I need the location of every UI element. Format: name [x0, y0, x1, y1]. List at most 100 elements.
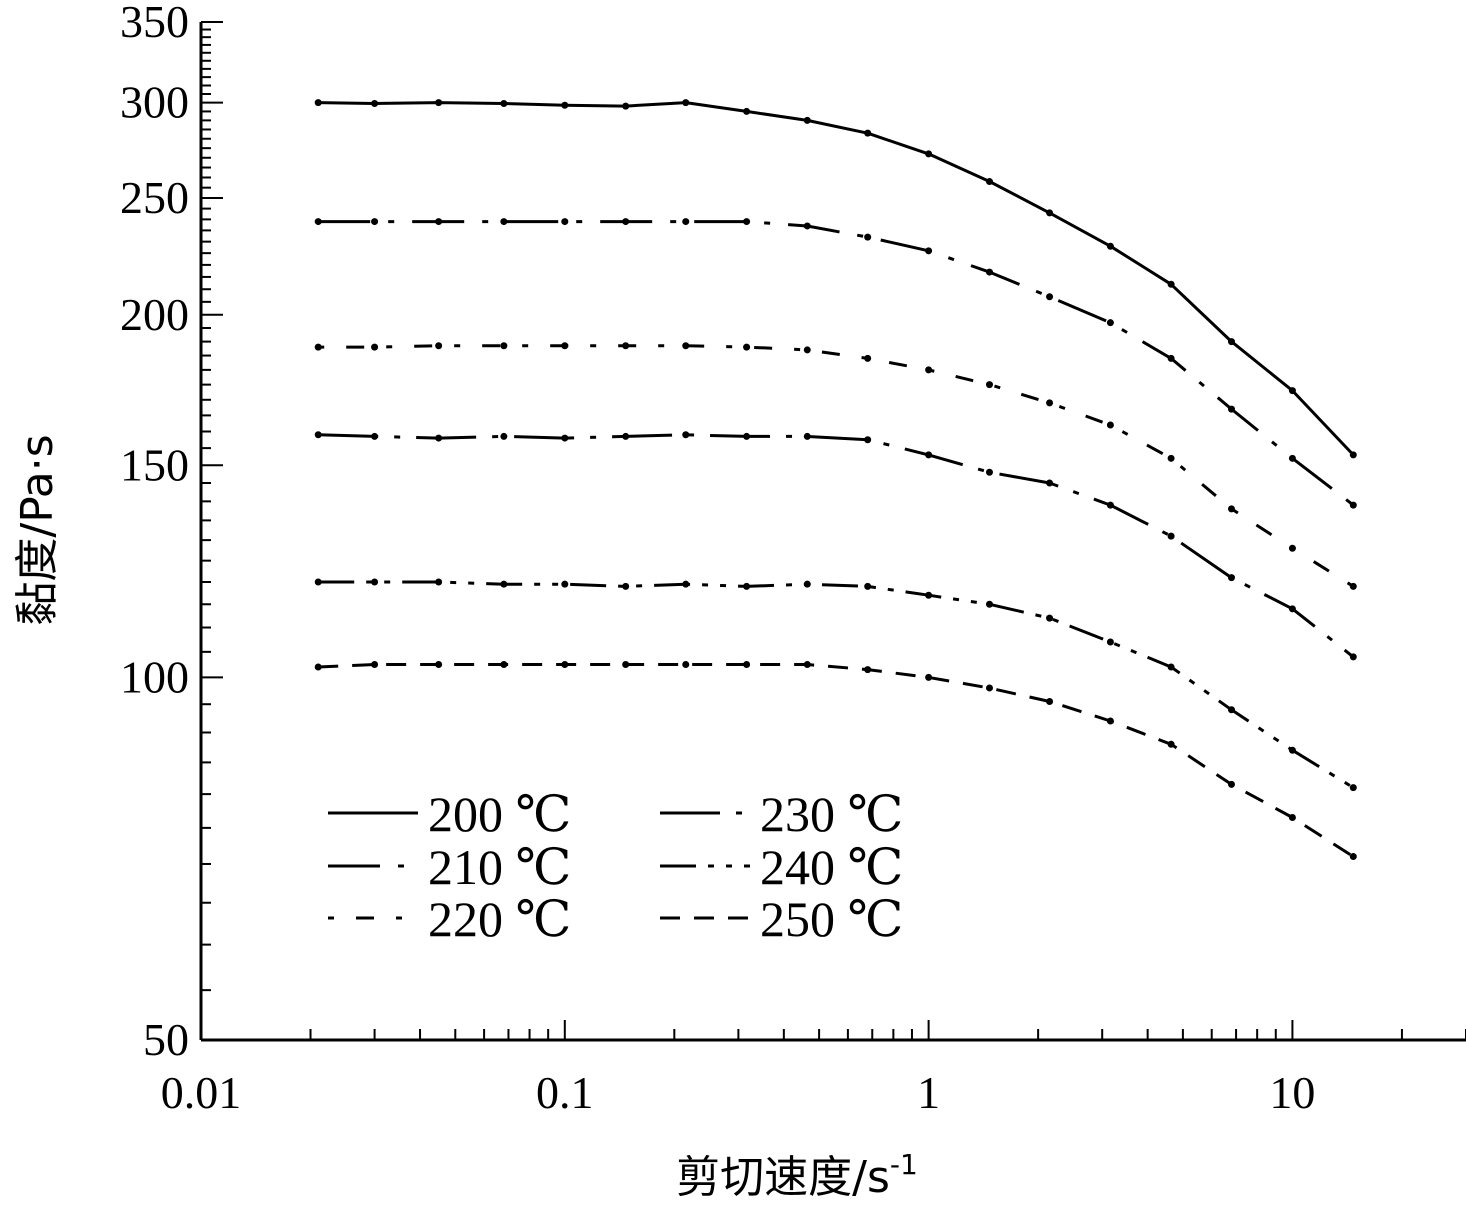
data-point: [1349, 653, 1357, 661]
data-point: [561, 580, 569, 588]
data-point: [743, 107, 751, 115]
data-point: [1167, 454, 1175, 462]
data-point: [1106, 242, 1114, 250]
data-point: [1349, 784, 1357, 792]
data-point: [371, 343, 379, 351]
data-point: [1349, 501, 1357, 509]
data-point: [864, 666, 872, 674]
data-point: [435, 660, 443, 668]
legend-item: 220 ℃: [328, 891, 571, 947]
data-point: [1349, 582, 1357, 590]
y-tick-label: 100: [120, 651, 189, 702]
series-5: [314, 578, 1357, 792]
data-point: [1167, 740, 1175, 748]
data-point: [314, 578, 322, 586]
data-point: [435, 434, 443, 442]
data-point: [682, 99, 690, 107]
data-point: [500, 218, 508, 226]
data-point: [864, 436, 872, 444]
y-tick-label: 350: [120, 0, 189, 47]
data-point: [864, 233, 872, 241]
series-3: [314, 342, 1357, 590]
data-point: [743, 218, 751, 226]
data-point: [1349, 853, 1357, 861]
data-point: [1046, 697, 1054, 705]
data-point: [561, 218, 569, 226]
data-point: [1227, 338, 1235, 346]
series-line: [318, 344, 1355, 588]
data-point: [500, 580, 508, 588]
data-point: [314, 218, 322, 226]
data-point: [435, 99, 443, 107]
y-tick-label: 200: [120, 289, 189, 340]
data-point: [682, 660, 690, 668]
data-point: [864, 354, 872, 362]
data-point: [1106, 421, 1114, 429]
data-point: [1288, 605, 1296, 613]
data-point: [561, 434, 569, 442]
data-point: [803, 346, 811, 354]
data-point: [1349, 451, 1357, 459]
legend-label: 200 ℃: [428, 786, 571, 842]
x-tick-label: 0.01: [161, 1067, 242, 1118]
data-point: [1106, 638, 1114, 646]
data-point: [622, 102, 630, 110]
data-point: [925, 247, 933, 255]
data-point: [1227, 405, 1235, 413]
data-point: [743, 343, 751, 351]
legend-label: 220 ℃: [428, 891, 571, 947]
data-point: [1106, 501, 1114, 509]
y-tick-label: 250: [120, 172, 189, 223]
data-point: [371, 660, 379, 668]
data-point: [622, 342, 630, 350]
data-point: [622, 218, 630, 226]
series-layer: [314, 99, 1357, 861]
data-point: [371, 432, 379, 440]
data-point: [682, 580, 690, 588]
legend-item: 240 ℃: [660, 839, 903, 895]
data-point: [985, 468, 993, 476]
legend-label: 230 ℃: [760, 786, 903, 842]
legend-item: 210 ℃: [328, 839, 571, 895]
data-point: [1167, 532, 1175, 540]
y-tick-label: 150: [120, 439, 189, 490]
data-point: [561, 342, 569, 350]
series-1: [314, 99, 1357, 459]
data-point: [803, 222, 811, 230]
data-point: [1227, 780, 1235, 788]
data-point: [561, 660, 569, 668]
data-point: [500, 342, 508, 350]
data-point: [561, 101, 569, 109]
series-line: [318, 580, 1355, 789]
data-point: [314, 431, 322, 439]
data-point: [743, 432, 751, 440]
x-tick-label: 10: [1269, 1067, 1315, 1118]
data-point: [500, 432, 508, 440]
data-point: [1288, 454, 1296, 462]
data-point: [622, 432, 630, 440]
data-point: [803, 580, 811, 588]
data-point: [985, 381, 993, 389]
data-point: [1167, 663, 1175, 671]
legend-item: 250 ℃: [660, 891, 903, 947]
data-point: [1167, 280, 1175, 288]
legend-label: 250 ℃: [760, 891, 903, 947]
series-line: [318, 433, 1355, 659]
data-point: [371, 100, 379, 108]
data-point: [314, 663, 322, 671]
data-point: [985, 684, 993, 692]
data-point: [925, 150, 933, 158]
series-line: [318, 101, 1355, 456]
series-4: [314, 431, 1357, 661]
data-point: [1227, 574, 1235, 582]
data-point: [925, 591, 933, 599]
data-point: [435, 342, 443, 350]
data-point: [1046, 479, 1054, 487]
legend-item: 200 ℃: [328, 786, 571, 842]
data-point: [1046, 614, 1054, 622]
legend-label: 240 ℃: [760, 839, 903, 895]
data-point: [500, 100, 508, 108]
data-point: [1288, 746, 1296, 754]
x-axis-title-text: 剪切速度/s: [676, 1152, 890, 1203]
